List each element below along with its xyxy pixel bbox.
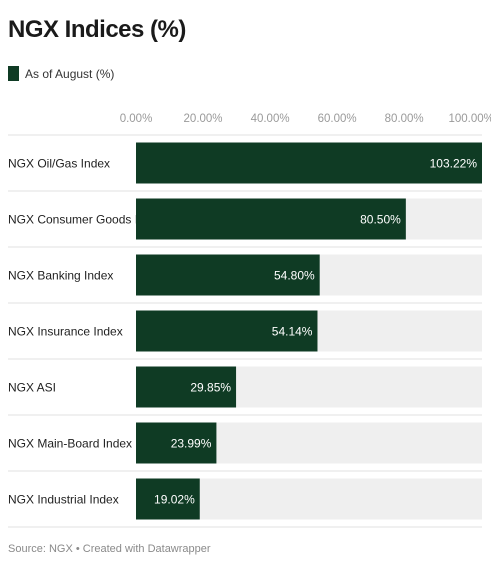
legend-swatch [8, 66, 19, 81]
category-label: NGX ASI [8, 381, 56, 395]
bar-chart: 0.00% 20.00% 40.00% 60.00% 80.00% 100.00% NGX … [8, 113, 491, 528]
bar [136, 366, 237, 408]
x-tick-label: 100.00% [449, 113, 491, 125]
bar [136, 310, 318, 352]
bar [136, 142, 482, 184]
bar [136, 422, 217, 464]
category-label: NGX Main-Board Index [8, 437, 132, 451]
category-label: NGX Consumer Goods Index [8, 213, 164, 227]
x-tick-label: 40.00% [251, 113, 290, 125]
data-label: 54.14% [272, 325, 313, 339]
bar [136, 198, 406, 240]
x-tick-label: 0.00% [120, 113, 153, 125]
data-label: 29.85% [190, 381, 231, 395]
source-note: Source: NGX • Created with Datawrapper [8, 543, 211, 555]
data-label: 23.99% [171, 437, 212, 451]
legend-label: As of August (%) [25, 66, 115, 81]
bar [136, 478, 200, 520]
data-label: 103.22% [430, 157, 478, 171]
legend: As of August (%) [8, 66, 114, 81]
category-label: NGX Oil/Gas Index [8, 157, 110, 171]
chart-title: NGX Indices (%) [8, 16, 186, 43]
category-label: NGX Banking Index [8, 269, 113, 283]
x-tick-label: 80.00% [385, 113, 424, 125]
category-label: NGX Industrial Index [8, 493, 119, 507]
data-label: 19.02% [154, 493, 195, 507]
x-tick-label: 20.00% [184, 113, 223, 125]
category-label: NGX Insurance Index [8, 325, 123, 339]
bar [136, 254, 320, 296]
data-label: 54.80% [274, 269, 315, 283]
x-tick-label: 60.00% [318, 113, 357, 125]
data-label: 80.50% [360, 213, 401, 227]
